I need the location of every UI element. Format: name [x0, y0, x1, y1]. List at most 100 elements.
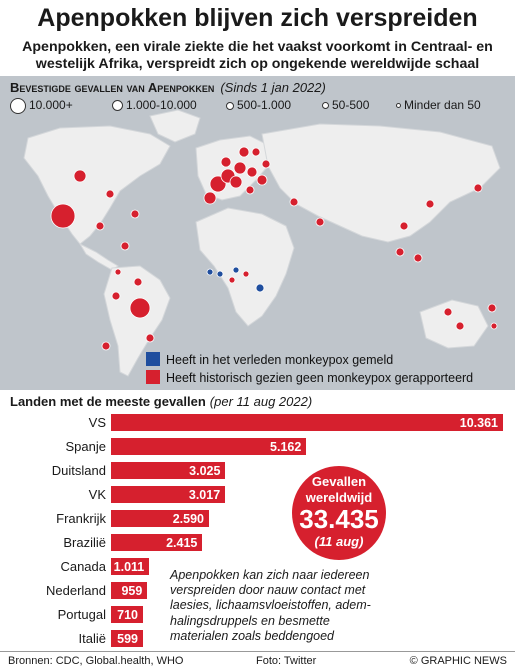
case-marker: [315, 217, 325, 227]
world-map-svg: [23, 109, 501, 377]
bar-label-3: VK: [88, 487, 106, 502]
case-marker: [129, 297, 151, 319]
callout-line-2: wereldwijd: [305, 490, 373, 505]
bar-label-2: Duitsland: [51, 463, 106, 478]
bar-value-5: 2.415: [166, 536, 198, 550]
case-marker: [229, 175, 243, 189]
bar-9: [111, 630, 143, 647]
case-marker: [245, 185, 255, 195]
case-marker: [206, 268, 214, 276]
case-marker: [216, 270, 224, 278]
bar-6: [111, 558, 150, 575]
bar-value-8: 710: [117, 608, 138, 622]
bar-3: [111, 486, 226, 503]
case-marker: [246, 166, 258, 178]
case-marker: [455, 321, 465, 331]
subtitle-line-2: westelijk Afrika, verspreidt zich op ong…: [35, 56, 480, 72]
case-marker: [95, 221, 105, 231]
case-marker: [73, 169, 87, 183]
legend-item-500-1000: 500-1.000: [226, 98, 291, 116]
bar-label-1: Spanje: [65, 439, 106, 454]
case-marker: [130, 209, 140, 219]
case-marker: [395, 247, 405, 257]
bar-value-3: 3.017: [188, 488, 221, 502]
case-marker: [425, 199, 435, 209]
case-marker: [105, 189, 115, 199]
asia-shape: [261, 123, 501, 243]
case-marker: [261, 159, 271, 169]
case-marker: [220, 156, 232, 168]
case-marker: [145, 333, 155, 343]
bar-1: [111, 438, 307, 455]
africa-shape: [195, 207, 295, 327]
case-marker: [101, 341, 111, 351]
bar-2: [111, 462, 226, 479]
case-marker: [111, 291, 121, 301]
case-marker: [399, 221, 409, 231]
callout-value: 33.435: [299, 504, 379, 534]
callout-line-1: Gevallen: [311, 474, 367, 489]
bar-label-9: Italië: [78, 631, 106, 646]
case-marker: [114, 268, 122, 276]
subtitle-line-1: Apenpokken, een virale ziekte die het va…: [22, 39, 493, 55]
bar-value-4: 2.590: [172, 512, 204, 526]
bar-label-6: Canada: [60, 559, 106, 574]
case-markers: [50, 146, 498, 351]
case-marker: [242, 270, 250, 278]
central-america-shape: [78, 242, 119, 271]
case-marker: [487, 303, 497, 313]
legend-item-50-500: 50-500: [322, 98, 369, 116]
world-map: [0, 76, 515, 390]
bar-value-7: 959: [121, 584, 143, 598]
bar-4: [111, 510, 209, 527]
bar-label-8: Portugal: [57, 607, 106, 622]
case-marker: [473, 183, 483, 193]
worldwide-cases-callout: Gevallen wereldwijd 33.435 (11 aug): [292, 466, 386, 560]
case-marker: [133, 277, 143, 287]
legend-item-1000-10000: 1.000-10.000: [112, 98, 197, 116]
bar-value-6: 1.011: [113, 560, 145, 574]
case-marker: [203, 191, 217, 205]
greenland-shape: [149, 109, 201, 143]
bar-0: [111, 414, 503, 431]
case-marker: [232, 266, 240, 274]
footer-photo-credit: Foto: Twitter: [256, 655, 317, 667]
footer: Bronnen: CDC, Global.health, WHO Foto: T…: [0, 651, 515, 672]
bar-value-0: 10.361: [459, 416, 498, 430]
bar-label-0: VS: [88, 415, 106, 430]
case-marker: [238, 146, 250, 158]
case-marker: [251, 147, 261, 157]
case-marker: [120, 241, 130, 251]
bar-value-1: 5.162: [270, 440, 302, 454]
info-text: Apenpokken kan zich naar iedereen verspr…: [170, 568, 371, 643]
case-marker: [228, 276, 236, 284]
callout-date: (11 aug): [314, 534, 364, 549]
bar-value-2: 3.025: [189, 464, 221, 478]
case-marker: [289, 197, 299, 207]
bar-7: [111, 582, 148, 599]
footer-credit: © GRAPHIC NEWS: [409, 655, 507, 667]
case-marker: [443, 307, 453, 317]
case-marker: [256, 174, 268, 186]
page-title: Apenpokken blijven zich verspreiden: [37, 4, 478, 32]
case-marker: [490, 322, 498, 330]
bar-value-9: 599: [117, 632, 138, 646]
europe-shape: [195, 135, 271, 201]
bar-label-5: Brazilië: [63, 535, 106, 550]
australia-shape: [419, 299, 489, 349]
case-marker: [255, 283, 265, 293]
map-heading: Bevestigde gevallen van Apenpokken (Sinds…: [10, 80, 326, 95]
case-marker: [50, 203, 76, 229]
legend-item-under-50: Minder dan 50: [396, 98, 481, 116]
continents: [23, 109, 501, 377]
south-america-shape: [103, 265, 171, 377]
bar-5: [111, 534, 203, 551]
bar-8: [111, 606, 143, 623]
case-marker: [413, 253, 423, 263]
key-reported-before: Heeft in het verleden monkeypox gemeld: [146, 352, 393, 367]
bar-label-7: Nederland: [46, 583, 106, 598]
bar-label-4: Frankrijk: [56, 511, 106, 526]
footer-sources: Bronnen: CDC, Global.health, WHO: [8, 655, 184, 667]
legend-item-10000plus: 10.000+: [10, 98, 73, 116]
case-marker: [233, 161, 247, 175]
